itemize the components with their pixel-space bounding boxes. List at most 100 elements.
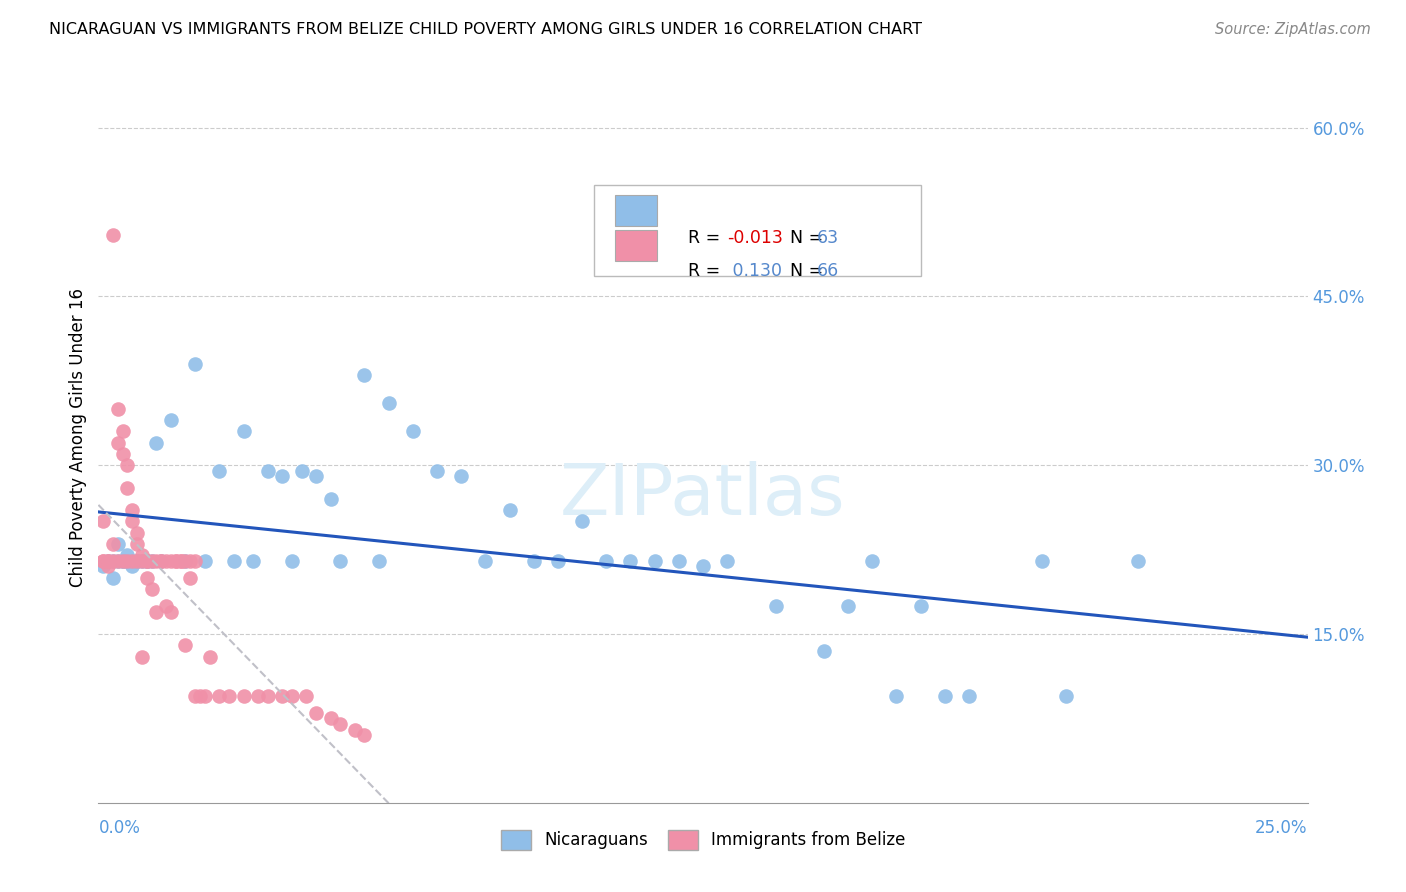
Point xyxy=(319,711,342,725)
Point xyxy=(179,571,201,585)
Point xyxy=(319,491,342,506)
Point xyxy=(1031,554,1053,568)
Point xyxy=(218,689,240,703)
Point xyxy=(107,401,129,416)
Text: 0.130: 0.130 xyxy=(727,261,782,279)
Text: N =: N = xyxy=(779,228,830,246)
Point xyxy=(474,554,496,568)
Point xyxy=(150,554,173,568)
Text: 25.0%: 25.0% xyxy=(1256,820,1308,838)
Point xyxy=(117,458,139,473)
Point xyxy=(668,554,690,568)
Point xyxy=(101,537,124,551)
Point xyxy=(368,554,391,568)
Text: R =: R = xyxy=(688,261,725,279)
Point xyxy=(111,425,134,439)
Point xyxy=(101,227,124,242)
Point xyxy=(155,554,177,568)
Point xyxy=(1128,554,1150,568)
Text: ZIPatlas: ZIPatlas xyxy=(560,461,846,530)
Point xyxy=(127,554,149,568)
Point xyxy=(121,554,143,568)
FancyBboxPatch shape xyxy=(614,230,657,260)
FancyBboxPatch shape xyxy=(614,195,657,226)
Point xyxy=(198,649,221,664)
Point xyxy=(174,554,197,568)
Point xyxy=(91,554,114,568)
Point xyxy=(145,435,167,450)
Point xyxy=(97,554,120,568)
Point xyxy=(232,425,254,439)
Point xyxy=(127,554,149,568)
Point xyxy=(135,554,157,568)
Point xyxy=(117,548,139,562)
Point xyxy=(222,554,245,568)
Point xyxy=(692,559,714,574)
Point xyxy=(644,554,666,568)
Point xyxy=(910,599,932,613)
Point xyxy=(271,469,294,483)
Point xyxy=(135,571,157,585)
Text: -0.013: -0.013 xyxy=(727,228,783,246)
Point xyxy=(131,554,153,568)
Point xyxy=(174,554,197,568)
Point xyxy=(813,644,835,658)
Point xyxy=(256,464,278,478)
Point xyxy=(1054,689,1077,703)
Point xyxy=(547,554,569,568)
Point xyxy=(145,605,167,619)
Point xyxy=(295,689,318,703)
Point xyxy=(160,605,183,619)
Point xyxy=(208,464,231,478)
Point xyxy=(160,413,183,427)
Point xyxy=(934,689,956,703)
Point xyxy=(169,554,191,568)
Point xyxy=(91,515,114,529)
Point xyxy=(595,554,617,568)
Point xyxy=(343,723,366,737)
Point xyxy=(121,559,143,574)
Point xyxy=(886,689,908,703)
Point xyxy=(353,368,375,383)
FancyBboxPatch shape xyxy=(595,185,921,277)
Point xyxy=(184,357,207,371)
Point xyxy=(127,537,149,551)
Point xyxy=(141,554,163,568)
Point xyxy=(450,469,472,483)
Text: 63: 63 xyxy=(817,228,839,246)
Point xyxy=(281,554,304,568)
Point xyxy=(184,554,207,568)
Point xyxy=(716,554,738,568)
Point xyxy=(101,554,124,568)
Point xyxy=(127,525,149,540)
Point xyxy=(135,554,157,568)
Point xyxy=(145,554,167,568)
Point xyxy=(141,582,163,596)
Point xyxy=(194,689,217,703)
Point xyxy=(523,554,546,568)
Point xyxy=(305,706,328,720)
Point xyxy=(242,554,264,568)
Point xyxy=(131,649,153,664)
Point xyxy=(860,554,883,568)
Point xyxy=(155,599,177,613)
Text: 66: 66 xyxy=(817,261,839,279)
Point xyxy=(107,554,129,568)
Point xyxy=(141,554,163,568)
Point xyxy=(619,554,641,568)
Point xyxy=(188,689,211,703)
Point xyxy=(135,554,157,568)
Point xyxy=(101,554,124,568)
Point xyxy=(127,554,149,568)
Point xyxy=(765,599,787,613)
Point xyxy=(329,554,352,568)
Text: N =: N = xyxy=(779,261,830,279)
Text: Source: ZipAtlas.com: Source: ZipAtlas.com xyxy=(1215,22,1371,37)
Point xyxy=(957,689,980,703)
Point xyxy=(165,554,187,568)
Point xyxy=(169,554,191,568)
Point xyxy=(353,728,375,742)
Point xyxy=(160,554,183,568)
Point xyxy=(131,548,153,562)
Point xyxy=(107,554,129,568)
